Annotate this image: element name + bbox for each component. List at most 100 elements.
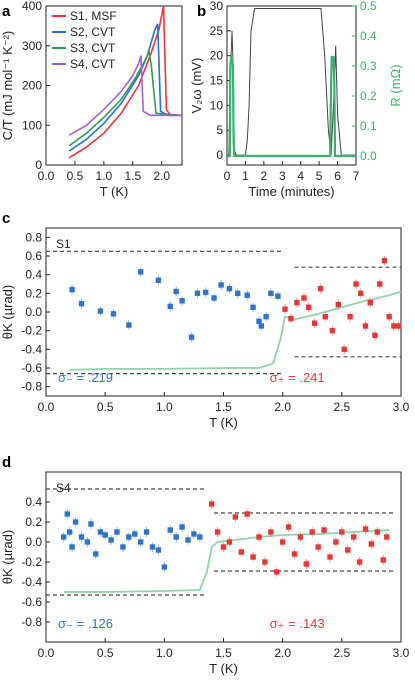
data-point: [381, 257, 388, 264]
data-point: [197, 534, 203, 540]
y-tick-label-d: -0.4: [21, 575, 42, 589]
voltage-trace: [227, 8, 356, 156]
data-point: [356, 559, 363, 565]
y-tick-label-d: -0.6: [21, 595, 42, 609]
x-tick-label-c: 2.0: [274, 400, 291, 414]
x-tick-label-a: 1.0: [96, 169, 113, 183]
legend-label-4: S4, CVT: [70, 57, 116, 71]
x-tick-label-b: 6: [334, 169, 341, 183]
data-point: [137, 269, 144, 275]
x-tick-label-d: 3.0: [393, 646, 410, 660]
panel-c: c 0.0 0.5 1.0 1.5 2.0 2.5 3.0 -0.8 -0.6 -0.4 -0.2 0…: [0, 210, 410, 430]
y-tick-label-c: -0.6: [21, 361, 42, 375]
y-tick-label-right-b: 0.0: [360, 149, 377, 163]
data-point: [303, 561, 310, 567]
data-point: [288, 315, 294, 322]
data-point: [341, 346, 347, 353]
data-point: [374, 529, 381, 535]
data-point: [358, 290, 364, 297]
data-point: [97, 529, 104, 535]
y-tick-label-c: 0.4: [25, 268, 42, 282]
data-point: [238, 549, 244, 555]
x-tick-label-b: 7: [353, 169, 360, 183]
data-point: [155, 277, 162, 283]
data-point: [179, 298, 185, 304]
data-point: [250, 304, 256, 311]
data-point: [108, 537, 114, 543]
y-tick-label-b: 20: [210, 49, 224, 63]
x-axis-label-d: T (K): [209, 661, 238, 676]
data-point: [306, 304, 312, 311]
sigma-plus-label-d: σ₊ = .143: [270, 616, 325, 631]
data-point: [315, 544, 321, 550]
data-point: [185, 537, 191, 543]
data-point: [321, 527, 327, 533]
data-point: [322, 313, 328, 320]
y-tick-label-c: 0.2: [25, 286, 42, 300]
y-tick-label-a: 100: [22, 118, 42, 132]
x-tick-label-d: 2.5: [333, 646, 350, 660]
data-point: [149, 544, 156, 550]
y-tick-label-a: 400: [22, 0, 42, 13]
y-tick-label-c: -0.4: [21, 342, 42, 356]
panel-label-d: d: [2, 454, 11, 471]
data-point: [211, 295, 217, 301]
data-point: [311, 320, 318, 326]
data-point: [372, 332, 378, 339]
kerr-trace: [69, 290, 402, 371]
data-point: [256, 318, 262, 325]
data-point: [194, 290, 201, 297]
y-axis-label-right-b: R (mΩ): [388, 64, 403, 106]
data-point: [97, 308, 104, 314]
y-tick-label-a: 300: [22, 39, 42, 53]
data-point: [291, 551, 298, 557]
data-point: [167, 527, 173, 533]
y-tick-label-b: 30: [210, 0, 224, 13]
x-axis-label-a: T (K): [100, 184, 129, 199]
y-tick-label-d: 0.4: [25, 495, 42, 509]
x-tick-label-a: 0.0: [38, 169, 55, 183]
data-point: [285, 524, 292, 530]
data-point: [244, 292, 250, 298]
resistance-trace: [227, 55, 356, 158]
panel-d: d 0.0 0.5 1.0 1.5 2.0 2.5 3.0 -0.8 -0.6 -0.4 -0.2 0…: [0, 454, 410, 676]
data-point: [226, 285, 233, 292]
x-tick-label-b: 1: [242, 169, 249, 183]
data-point: [384, 534, 390, 540]
data-point: [353, 281, 359, 287]
data-point: [362, 526, 369, 532]
panel-a: a 0.0 0.5 1.0 1.5 2.0 0 100 200 300 400 T (K) C/T (…: [0, 0, 183, 199]
data-point: [173, 288, 179, 295]
sigma-minus-label-d: σ₋ = .126: [58, 616, 113, 631]
data-point: [347, 313, 353, 320]
data-point: [391, 323, 397, 329]
y-tick-label-c: -0.2: [21, 324, 42, 338]
x-tick-label-c: 1.0: [156, 400, 173, 414]
x-tick-label-b: 4: [297, 169, 304, 183]
data-point: [179, 524, 185, 530]
x-tick-label-b: 5: [316, 169, 323, 183]
data-point: [395, 323, 402, 329]
x-axis-label-b: Time (minutes): [248, 184, 334, 199]
data-point: [143, 529, 150, 535]
y-tick-label-c: -0.8: [21, 380, 42, 394]
data-point: [173, 534, 179, 540]
data-point: [72, 519, 79, 525]
series-line-3: [68, 49, 183, 147]
data-point: [301, 295, 307, 301]
data-point: [297, 534, 304, 540]
data-point: [294, 299, 300, 306]
data-point: [367, 299, 373, 306]
panel-title-c: S1: [56, 237, 71, 251]
x-tick-label-a: 1.5: [124, 169, 141, 183]
y-tick-label-d: -0.2: [21, 555, 42, 569]
data-point: [78, 534, 85, 540]
data-point: [350, 534, 357, 540]
data-point: [69, 544, 75, 550]
y-axis-label-c: θK (µrad): [0, 285, 15, 339]
y-tick-label-d: 0.0: [25, 535, 42, 549]
data-point: [188, 334, 195, 340]
y-tick-label-b: 10: [210, 98, 224, 112]
y-tick-label-c: 0.6: [25, 249, 42, 263]
data-point: [126, 534, 132, 540]
